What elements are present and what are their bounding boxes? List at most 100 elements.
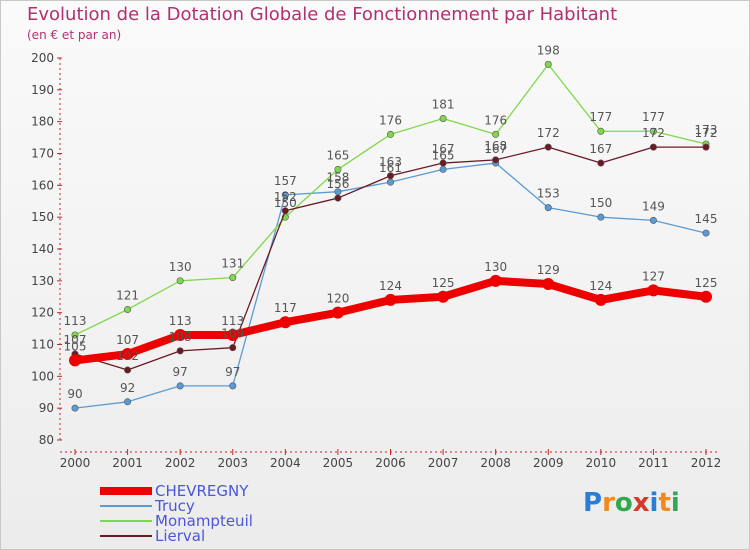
y-tick-label-80: 80 [39, 433, 54, 447]
data-label-lierval-2009: 172 [537, 126, 560, 140]
data-label-chevregny-2007: 125 [432, 276, 455, 290]
point-chevregny-2011 [647, 284, 660, 297]
point-trucy-2004 [281, 191, 289, 199]
point-lierval-2008 [492, 156, 500, 164]
y-tick-label-200: 200 [31, 51, 54, 65]
y-tick-label-190: 190 [31, 83, 54, 97]
data-label-chevregny-2005: 120 [326, 292, 349, 306]
chart-subtitle: (en € et par an) [27, 28, 122, 42]
point-lierval-2002 [176, 347, 184, 355]
data-label-trucy-2004: 157 [274, 174, 297, 188]
data-label-trucy-2001: 92 [120, 381, 135, 395]
x-tick-label-2004: 2004 [270, 456, 301, 470]
point-chevregny-2009 [542, 278, 555, 291]
point-chevregny-2000 [69, 354, 81, 367]
data-label-chevregny-2003: 113 [221, 314, 244, 328]
data-label-trucy-2008: 167 [484, 142, 507, 156]
data-label-trucy-2000: 90 [67, 387, 82, 401]
point-trucy-2006 [386, 178, 394, 186]
y-tick-label-160: 160 [31, 178, 54, 192]
proxiti-logo: Proxiti [583, 488, 680, 518]
data-label-lierval-2007: 167 [432, 142, 455, 156]
data-label-lierval-2005: 156 [326, 177, 349, 191]
y-tick-label-120: 120 [31, 306, 54, 320]
data-label-monampteuil-2012: 173 [695, 123, 718, 137]
x-tick-label-2008: 2008 [480, 456, 511, 470]
y-tick-label-90: 90 [39, 401, 54, 415]
point-trucy-2012 [702, 229, 710, 237]
point-chevregny-2006 [384, 293, 397, 306]
data-label-trucy-2009: 153 [537, 187, 560, 201]
x-tick-label-2007: 2007 [428, 456, 459, 470]
point-lierval-2009 [544, 143, 552, 151]
data-label-trucy-2011: 149 [642, 199, 665, 213]
point-trucy-2002 [176, 382, 184, 390]
data-label-chevregny-2000: 105 [64, 339, 87, 353]
point-lierval-2003 [229, 344, 237, 352]
data-label-monampteuil-2008: 176 [484, 113, 507, 127]
data-label-lierval-2000: 107 [64, 333, 87, 347]
point-monampteuil-2011 [649, 127, 657, 135]
data-label-chevregny-2001: 107 [116, 333, 139, 347]
point-monampteuil-2009 [544, 60, 552, 68]
data-label-monampteuil-2010: 177 [589, 110, 612, 124]
data-label-monampteuil-2007: 181 [432, 97, 455, 111]
point-lierval-2006 [386, 172, 394, 180]
data-label-monampteuil-2003: 131 [221, 257, 244, 271]
x-tick-label-2005: 2005 [323, 456, 354, 470]
point-chevregny-2003 [226, 328, 239, 341]
data-label-lierval-2008: 168 [484, 139, 507, 153]
y-tick-label-150: 150 [31, 210, 54, 224]
data-label-monampteuil-2009: 198 [537, 43, 560, 57]
legend-swatch-monampteuil [100, 520, 152, 522]
legend-swatch-chevregny [100, 487, 152, 495]
data-label-lierval-2002: 108 [169, 330, 192, 344]
legend-label-trucy: Trucy [155, 497, 195, 515]
point-chevregny-2004 [279, 316, 292, 329]
data-label-trucy-2005: 158 [326, 171, 349, 185]
point-monampteuil-2001 [124, 305, 132, 313]
data-label-monampteuil-2004: 150 [274, 196, 297, 210]
point-trucy-2009 [544, 204, 552, 212]
point-monampteuil-2002 [176, 277, 184, 285]
legend-label-chevregny: CHEVREGNY [155, 482, 249, 500]
x-tick-label-2010: 2010 [586, 456, 617, 470]
data-label-lierval-2012: 172 [695, 126, 718, 140]
point-lierval-2001 [124, 366, 132, 374]
x-tick-label-2006: 2006 [375, 456, 406, 470]
point-monampteuil-2000 [71, 331, 79, 339]
y-tick-label-100: 100 [31, 369, 54, 383]
data-label-trucy-2012: 145 [695, 212, 718, 226]
data-label-monampteuil-2002: 130 [169, 260, 192, 274]
x-tick-label-2001: 2001 [112, 456, 143, 470]
point-chevregny-2005 [331, 306, 344, 319]
point-trucy-2001 [124, 398, 132, 406]
data-label-lierval-2006: 163 [379, 155, 402, 169]
legend-label-lierval: Lierval [155, 527, 206, 545]
data-label-monampteuil-2006: 176 [379, 113, 402, 127]
y-tick-label-140: 140 [31, 242, 54, 256]
point-chevregny-2007 [437, 290, 450, 303]
y-tick-label-180: 180 [31, 115, 54, 129]
data-label-chevregny-2009: 129 [537, 263, 560, 277]
point-lierval-2004 [281, 207, 289, 215]
data-label-trucy-2007: 165 [432, 148, 455, 162]
point-monampteuil-2007 [439, 114, 447, 122]
data-label-chevregny-2008: 130 [484, 260, 507, 274]
data-label-monampteuil-2005: 165 [326, 148, 349, 162]
point-chevregny-2012 [700, 290, 712, 303]
data-label-lierval-2010: 167 [589, 142, 612, 156]
point-lierval-2011 [649, 143, 657, 151]
point-trucy-2007 [439, 165, 447, 173]
point-monampteuil-2006 [386, 130, 394, 138]
x-tick-label-2000: 2000 [60, 456, 91, 470]
x-tick-label-2009: 2009 [533, 456, 564, 470]
data-label-lierval-2011: 172 [642, 126, 665, 140]
legend-swatch-trucy [100, 505, 152, 507]
data-label-lierval-2004: 152 [274, 190, 297, 204]
point-lierval-2010 [597, 159, 605, 167]
data-label-trucy-2003: 97 [225, 365, 240, 379]
x-tick-label-2011: 2011 [638, 456, 669, 470]
